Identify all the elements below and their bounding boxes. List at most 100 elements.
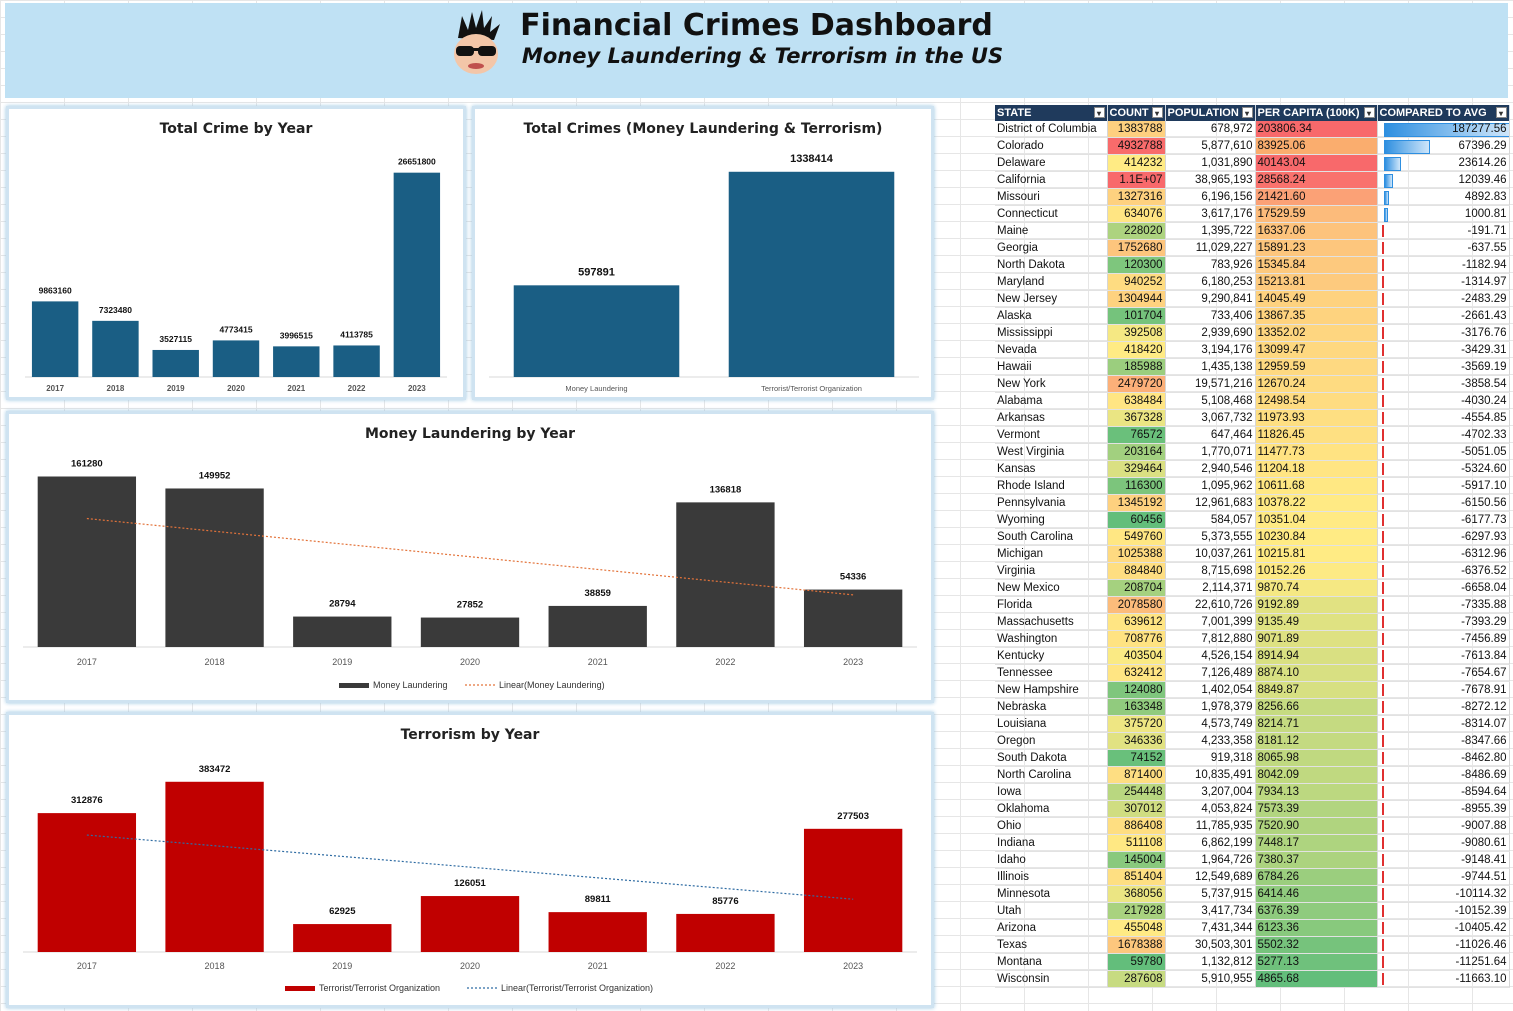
state-cell[interactable]: Kentucky	[995, 647, 1108, 665]
state-cell[interactable]: Mississippi	[995, 324, 1108, 342]
compared-to-avg-cell[interactable]: -11663.10	[1377, 970, 1510, 988]
compared-to-avg-cell[interactable]: -6312.96	[1377, 545, 1510, 563]
state-cell[interactable]: Washington	[995, 630, 1108, 648]
per-capita-cell[interactable]: 9135.49	[1255, 613, 1378, 631]
per-capita-cell[interactable]: 8042.09	[1255, 766, 1378, 784]
compared-to-avg-cell[interactable]: 67396.29	[1377, 137, 1510, 155]
compared-to-avg-cell[interactable]: -9007.88	[1377, 817, 1510, 835]
state-cell[interactable]: Delaware	[995, 154, 1108, 172]
population-cell[interactable]: 9,290,841	[1165, 290, 1256, 308]
per-capita-cell[interactable]: 8065.98	[1255, 749, 1378, 767]
compared-to-avg-cell[interactable]: 187277.56	[1377, 121, 1510, 138]
compared-to-avg-cell[interactable]: 12039.46	[1377, 171, 1510, 189]
population-cell[interactable]: 5,910,955	[1165, 970, 1256, 988]
count-cell[interactable]: 884840	[1107, 562, 1166, 580]
per-capita-cell[interactable]: 11973.93	[1255, 409, 1378, 427]
per-capita-cell[interactable]: 7380.37	[1255, 851, 1378, 869]
count-cell[interactable]: 4932788	[1107, 137, 1166, 155]
table-row[interactable]: Wyoming 60456 584,057 10351.04 -6177.73	[995, 511, 1510, 529]
compared-to-avg-cell[interactable]: -8347.66	[1377, 732, 1510, 750]
population-cell[interactable]: 1,978,379	[1165, 698, 1256, 716]
state-cell[interactable]: West Virginia	[995, 443, 1108, 461]
state-cell[interactable]: Missouri	[995, 188, 1108, 206]
population-cell[interactable]: 5,877,610	[1165, 137, 1256, 155]
population-cell[interactable]: 2,940,546	[1165, 460, 1256, 478]
state-cell[interactable]: New Jersey	[995, 290, 1108, 308]
compared-to-avg-cell[interactable]: -8314.07	[1377, 715, 1510, 733]
per-capita-cell[interactable]: 5502.32	[1255, 936, 1378, 954]
population-cell[interactable]: 1,435,138	[1165, 358, 1256, 376]
compared-to-avg-cell[interactable]: -6177.73	[1377, 511, 1510, 529]
population-cell[interactable]: 19,571,216	[1165, 375, 1256, 393]
count-cell[interactable]: 74152	[1107, 749, 1166, 767]
state-cell[interactable]: Florida	[995, 596, 1108, 614]
population-cell[interactable]: 5,737,915	[1165, 885, 1256, 903]
compared-to-avg-cell[interactable]: -3176.76	[1377, 324, 1510, 342]
compared-to-avg-cell[interactable]: -8955.39	[1377, 800, 1510, 818]
per-capita-cell[interactable]: 203806.34	[1255, 121, 1378, 138]
population-cell[interactable]: 12,961,683	[1165, 494, 1256, 512]
count-cell[interactable]: 375720	[1107, 715, 1166, 733]
population-cell[interactable]: 584,057	[1165, 511, 1256, 529]
compared-to-avg-cell[interactable]: -9148.41	[1377, 851, 1510, 869]
state-cell[interactable]: South Carolina	[995, 528, 1108, 546]
table-row[interactable]: Florida 2078580 22,610,726 9192.89 -7335.88	[995, 596, 1510, 614]
table-row[interactable]: North Carolina 871400 10,835,491 8042.09 -84…	[995, 766, 1510, 784]
state-cell[interactable]: North Carolina	[995, 766, 1108, 784]
population-cell[interactable]: 678,972	[1165, 121, 1256, 138]
table-row[interactable]: Minnesota 368056 5,737,915 6414.46 -10114.32	[995, 885, 1510, 903]
population-cell[interactable]: 1,031,890	[1165, 154, 1256, 172]
per-capita-cell[interactable]: 6784.26	[1255, 868, 1378, 886]
table-row[interactable]: Rhode Island 116300 1,095,962 10611.68 -5917…	[995, 477, 1510, 495]
population-cell[interactable]: 1,402,054	[1165, 681, 1256, 699]
per-capita-cell[interactable]: 7573.39	[1255, 800, 1378, 818]
population-cell[interactable]: 3,417,734	[1165, 902, 1256, 920]
state-cell[interactable]: Nevada	[995, 341, 1108, 359]
table-row[interactable]: Hawaii 185988 1,435,138 12959.59 -3569.19	[995, 358, 1510, 376]
count-cell[interactable]: 886408	[1107, 817, 1166, 835]
state-cell[interactable]: Maine	[995, 222, 1108, 240]
per-capita-cell[interactable]: 28568.24	[1255, 171, 1378, 189]
state-cell[interactable]: Texas	[995, 936, 1108, 954]
per-capita-cell[interactable]: 7934.13	[1255, 783, 1378, 801]
table-row[interactable]: Alabama 638484 5,108,468 12498.54 -4030.24	[995, 392, 1510, 410]
state-cell[interactable]: Idaho	[995, 851, 1108, 869]
per-capita-cell[interactable]: 11826.45	[1255, 426, 1378, 444]
compared-to-avg-cell[interactable]: -6150.56	[1377, 494, 1510, 512]
state-cell[interactable]: Iowa	[995, 783, 1108, 801]
state-cell[interactable]: Maryland	[995, 273, 1108, 291]
count-cell[interactable]: 287608	[1107, 970, 1166, 988]
per-capita-cell[interactable]: 12670.24	[1255, 375, 1378, 393]
per-capita-cell[interactable]: 83925.06	[1255, 137, 1378, 155]
per-capita-cell[interactable]: 17529.59	[1255, 205, 1378, 223]
table-row[interactable]: Alaska 101704 733,406 13867.35 -2661.43	[995, 307, 1510, 325]
compared-to-avg-cell[interactable]: -7678.91	[1377, 681, 1510, 699]
state-cell[interactable]: New York	[995, 375, 1108, 393]
count-cell[interactable]: 639612	[1107, 613, 1166, 631]
count-cell[interactable]: 254448	[1107, 783, 1166, 801]
table-row[interactable]: New Jersey 1304944 9,290,841 14045.49 -2483.…	[995, 290, 1510, 308]
per-capita-cell[interactable]: 21421.60	[1255, 188, 1378, 206]
compared-to-avg-cell[interactable]: -7335.88	[1377, 596, 1510, 614]
table-row[interactable]: Montana 59780 1,132,812 5277.13 -11251.64	[995, 953, 1510, 971]
state-cell[interactable]: Minnesota	[995, 885, 1108, 903]
per-capita-cell[interactable]: 7520.90	[1255, 817, 1378, 835]
population-cell[interactable]: 10,835,491	[1165, 766, 1256, 784]
state-cell[interactable]: Oregon	[995, 732, 1108, 750]
count-cell[interactable]: 1025388	[1107, 545, 1166, 563]
population-cell[interactable]: 5,373,555	[1165, 528, 1256, 546]
count-cell[interactable]: 163348	[1107, 698, 1166, 716]
state-cell[interactable]: North Dakota	[995, 256, 1108, 274]
per-capita-cell[interactable]: 10215.81	[1255, 545, 1378, 563]
state-cell[interactable]: Nebraska	[995, 698, 1108, 716]
count-cell[interactable]: 116300	[1107, 477, 1166, 495]
per-capita-cell[interactable]: 15213.81	[1255, 273, 1378, 291]
table-row[interactable]: Oklahoma 307012 4,053,824 7573.39 -8955.39	[995, 800, 1510, 818]
count-cell[interactable]: 120300	[1107, 256, 1166, 274]
per-capita-cell[interactable]: 11204.18	[1255, 460, 1378, 478]
population-cell[interactable]: 6,180,253	[1165, 273, 1256, 291]
state-cell[interactable]: Virginia	[995, 562, 1108, 580]
column-header[interactable]: COUNT ▾	[1107, 105, 1166, 121]
count-cell[interactable]: 346336	[1107, 732, 1166, 750]
count-cell[interactable]: 455048	[1107, 919, 1166, 937]
